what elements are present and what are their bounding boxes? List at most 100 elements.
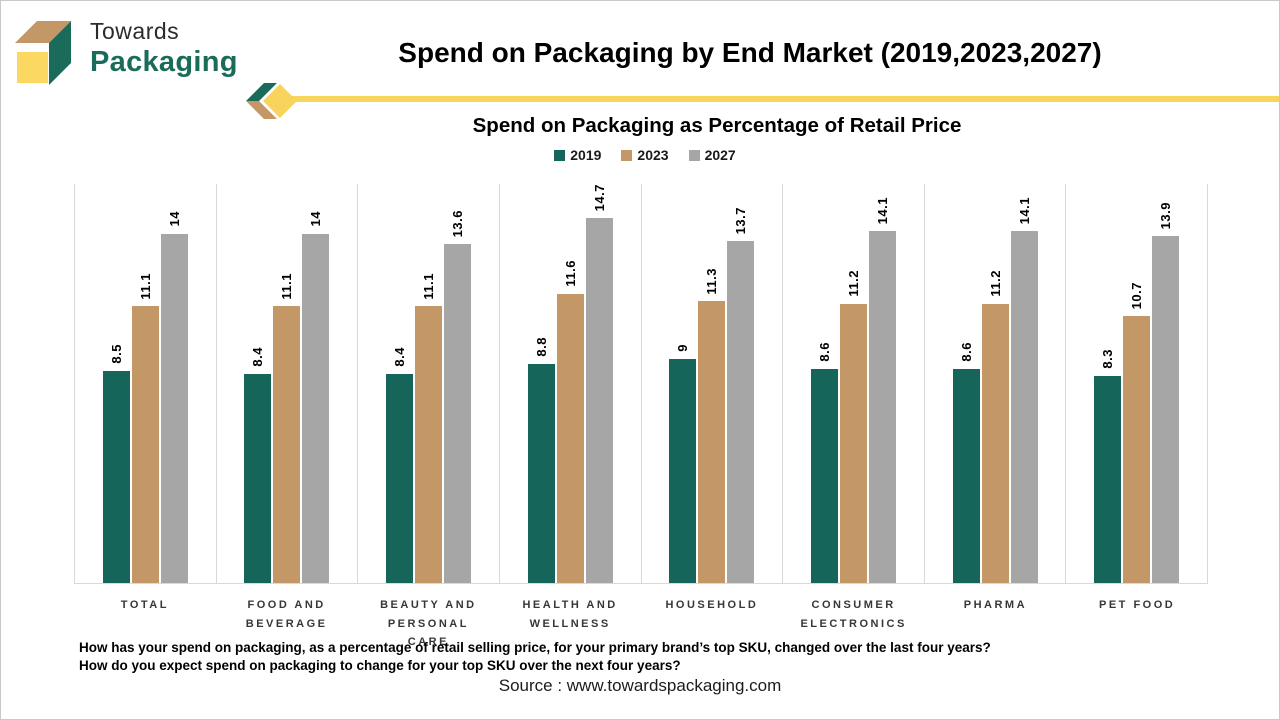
legend-item-2023: 2023 bbox=[621, 147, 669, 163]
bar-2023 bbox=[981, 303, 1009, 583]
category-label: FOOD AND BEVERAGE bbox=[245, 599, 328, 630]
category-label: PET FOOD bbox=[1099, 599, 1176, 611]
bar-column: 11.1 bbox=[131, 184, 159, 583]
category-cell: 8.4 11.1 13.6 bbox=[357, 184, 499, 583]
bar-2027 bbox=[1152, 236, 1180, 583]
bar-value-label: 14.1 bbox=[1016, 197, 1032, 225]
bar-value-label: 11.1 bbox=[137, 272, 153, 300]
bar-column: 10.7 bbox=[1123, 184, 1151, 583]
bar-2027 bbox=[585, 218, 613, 583]
bar-2027 bbox=[160, 233, 188, 583]
bar-column: 11.3 bbox=[698, 184, 726, 583]
bar-2023 bbox=[698, 301, 726, 583]
bar-value-label: 14.7 bbox=[591, 184, 607, 212]
bar-2027 bbox=[1010, 231, 1038, 583]
bar-value-label: 13.6 bbox=[450, 209, 466, 237]
logo-text-packaging: Packaging bbox=[90, 46, 238, 78]
bar-value-label: 11.3 bbox=[704, 267, 720, 295]
bar-value-label: 10.7 bbox=[1129, 281, 1145, 310]
bar-column: 13.6 bbox=[444, 184, 472, 583]
bar-2019 bbox=[1094, 376, 1122, 583]
bar-value-label: 8.4 bbox=[250, 346, 266, 367]
bar-value-label: 11.2 bbox=[987, 270, 1003, 297]
bar-column: 8.5 bbox=[102, 184, 130, 583]
footnote-question-2: How do you expect spend on packaging to … bbox=[79, 657, 681, 673]
bar-2023 bbox=[273, 306, 301, 583]
chart-title: Spend on Packaging as Percentage of Reta… bbox=[472, 114, 962, 137]
bar-value-label: 8.6 bbox=[958, 341, 974, 362]
bar-column: 11.1 bbox=[273, 184, 301, 583]
bar-column: 13.7 bbox=[727, 184, 755, 583]
category-cell: 8.8 11.6 14.7 bbox=[498, 184, 641, 583]
bar-value-label: 11.2 bbox=[845, 270, 861, 297]
bar-column: 8.6 bbox=[952, 184, 980, 583]
bar-2027 bbox=[868, 231, 896, 583]
category-label: HEALTH AND WELLNESS bbox=[522, 599, 618, 630]
footnote-questions: How has your spend on packaging, as a pe… bbox=[79, 639, 1239, 675]
footnote-question-1: How has your spend on packaging, as a pe… bbox=[79, 640, 991, 655]
category-cell: 8.6 11.2 14.1 bbox=[923, 184, 1066, 583]
legend-swatch-2023 bbox=[621, 149, 633, 161]
bar-value-label: 14 bbox=[308, 211, 324, 227]
ribbon-arrow-icon bbox=[246, 83, 297, 119]
bar-2019 bbox=[952, 368, 980, 583]
category-cell: 8.5 11.1 14 bbox=[74, 184, 216, 583]
bar-2027 bbox=[727, 241, 755, 583]
legend-swatch-2019 bbox=[554, 149, 566, 161]
bar-2019 bbox=[386, 373, 414, 583]
bar-2023 bbox=[556, 293, 584, 583]
bar-chart-plot: 8.5 11.1 14 8.4 11.1 14 8.4 11.1 13.6 8.8 11.6 14.7… bbox=[74, 184, 1208, 584]
bar-value-label: 13.9 bbox=[1158, 202, 1174, 230]
bar-column: 11.1 bbox=[415, 184, 443, 583]
ribbon-line bbox=[291, 96, 1279, 102]
category-label: HOUSEHOLD bbox=[665, 599, 759, 611]
bar-value-label: 8.3 bbox=[1100, 349, 1116, 370]
bar-column: 13.9 bbox=[1152, 184, 1180, 583]
bar-2023 bbox=[131, 306, 159, 583]
legend-swatch-2027 bbox=[688, 149, 700, 161]
towards-packaging-logo: Towards Packaging bbox=[15, 11, 238, 89]
bar-value-label: 8.8 bbox=[533, 336, 549, 357]
logo-text: Towards Packaging bbox=[90, 11, 238, 89]
category-label: TOTAL bbox=[120, 599, 169, 611]
bar-value-label: 11.1 bbox=[421, 272, 437, 300]
category-label: PHARMA bbox=[963, 599, 1028, 611]
legend-label: 2019 bbox=[570, 147, 602, 163]
bar-column: 14 bbox=[160, 184, 188, 583]
chart-legend: 2019 2023 2027 bbox=[11, 147, 1279, 163]
logo-box-icon bbox=[15, 21, 71, 85]
category-labels-row: TOTAL FOOD AND BEVERAGE BEAUTY AND PERSONA… bbox=[74, 596, 1208, 652]
bar-value-label: 11.1 bbox=[279, 272, 295, 300]
bar-column: 14.1 bbox=[868, 184, 896, 583]
bar-2019 bbox=[527, 363, 555, 583]
category-cell: 9 11.3 13.7 bbox=[640, 184, 783, 583]
bar-column: 8.4 bbox=[386, 184, 414, 583]
bar-column: 11.2 bbox=[839, 184, 867, 583]
category-cell: 8.4 11.1 14 bbox=[215, 184, 358, 583]
bar-value-label: 8.5 bbox=[108, 344, 124, 365]
bar-value-label: 14 bbox=[166, 211, 182, 227]
bar-column: 9 bbox=[669, 184, 697, 583]
bar-2027 bbox=[444, 243, 472, 583]
bar-value-label: 8.4 bbox=[392, 346, 408, 367]
page-title: Spend on Packaging by End Market (2019,2… bbox=[398, 37, 1102, 68]
bar-column: 8.4 bbox=[244, 184, 272, 583]
bar-column: 11.6 bbox=[556, 184, 584, 583]
bar-2023 bbox=[415, 306, 443, 583]
legend-label: 2027 bbox=[704, 147, 736, 163]
bar-2019 bbox=[669, 358, 697, 583]
bar-2019 bbox=[810, 368, 838, 583]
bar-column: 11.2 bbox=[981, 184, 1009, 583]
category-cell: 8.3 10.7 13.9 bbox=[1065, 184, 1208, 583]
bar-value-label: 13.7 bbox=[733, 207, 749, 235]
bar-2019 bbox=[244, 373, 272, 583]
bar-column: 8.8 bbox=[527, 184, 555, 583]
legend-item-2027: 2027 bbox=[688, 147, 736, 163]
category-label: BEAUTY AND PERSONAL CARE bbox=[380, 599, 477, 649]
bar-column: 8.3 bbox=[1094, 184, 1122, 583]
legend-item-2019: 2019 bbox=[554, 147, 601, 163]
source-line: Source : www.towardspackaging.com bbox=[498, 676, 782, 695]
category-cell: 8.6 11.2 14.1 bbox=[782, 184, 924, 583]
logo-text-towards: Towards bbox=[90, 18, 180, 44]
